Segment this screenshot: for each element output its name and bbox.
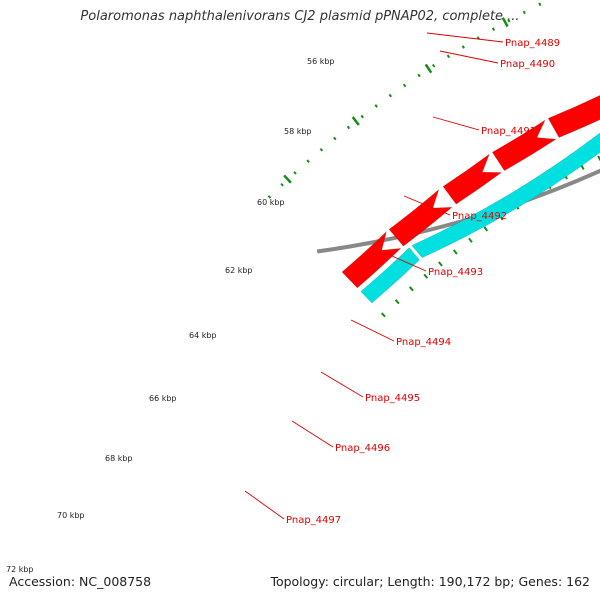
scale-dot (431, 63, 436, 68)
gene-leader-line (291, 420, 334, 448)
scale-dot (417, 73, 421, 78)
kbp-tick-label: 66 kbp (149, 394, 177, 403)
cds-forward-block (442, 153, 503, 205)
accession-label: Accession: (9, 574, 76, 589)
genes-value: 162 (566, 574, 590, 589)
gene-label-pnap-4497[interactable]: Pnap_4497 (286, 515, 341, 526)
cds-forward-block (547, 94, 600, 138)
kbp-tick-mark (501, 17, 509, 28)
kbp-tick-label: 72 kbp (6, 565, 34, 574)
kbp-tick-mark (283, 174, 292, 184)
kbp-tick-mark (424, 63, 433, 74)
scale-dot (402, 83, 407, 88)
gene-label-pnap-4490[interactable]: Pnap_4490 (500, 59, 555, 70)
inner-scale-dot (423, 273, 429, 279)
scale-dot (388, 93, 393, 98)
kbp-tick-label: 62 kbp (225, 266, 253, 275)
gene-leader-line (320, 371, 364, 398)
kbp-tick-mark (351, 116, 360, 126)
scale-dot (360, 114, 364, 119)
gene-leader-line (426, 32, 504, 43)
leader-layer (244, 32, 504, 520)
cds-forward-block (491, 119, 557, 172)
gene-leader-line (439, 50, 499, 64)
accession-info: Accession: NC_008758 (9, 574, 151, 589)
gene-label-pnap-4489[interactable]: Pnap_4489 (505, 38, 560, 49)
gene-label-pnap-4492[interactable]: Pnap_4492 (452, 211, 507, 222)
scale-dot (293, 171, 297, 175)
scale-dot (333, 136, 337, 141)
kbp-tick-label: 60 kbp (257, 198, 285, 207)
cds-forward-block (388, 188, 453, 247)
scale-dot (306, 159, 310, 164)
inner-scale-dot (408, 286, 414, 292)
scale-dot (507, 18, 511, 23)
topology-value: circular (332, 574, 380, 589)
gene-label-pnap-4491[interactable]: Pnap_4491 (481, 126, 536, 137)
length-label: Length: (387, 574, 435, 589)
feature-layer (341, 94, 600, 304)
scale-dot (319, 147, 324, 152)
scale-dot (446, 54, 451, 59)
scale-dot (461, 45, 465, 49)
kbp-tick-label: 70 kbp (57, 511, 85, 520)
inner-scale-dot (597, 155, 600, 161)
kbp-tick-label: 68 kbp (105, 454, 133, 463)
scale-dot (280, 182, 284, 187)
scale-dot (538, 2, 542, 7)
gene-leader-line (403, 195, 451, 216)
inner-scale-dot (394, 299, 400, 305)
gene-leader-line (244, 490, 285, 520)
kbp-tick-label: 56 kbp (307, 57, 335, 66)
topology-info: Topology: circular; Length: 190,172 bp; … (270, 574, 590, 589)
kbp-tick-label: 64 kbp (189, 331, 217, 340)
cds-forward-block (341, 230, 402, 289)
gene-leader-line (350, 319, 395, 342)
topology-label: Topology: (270, 574, 329, 589)
cds-highlight-block (411, 132, 600, 259)
gene-leader-line (432, 116, 480, 131)
length-value: 190,172 bp (438, 574, 511, 589)
genes-label: Genes: (518, 574, 563, 589)
inner-scale-dot (468, 237, 473, 243)
gene-label-pnap-4494[interactable]: Pnap_4494 (396, 337, 451, 348)
scale-dot (522, 10, 526, 15)
inner-scale-dot (380, 312, 386, 318)
accession-value: NC_008758 (79, 574, 152, 589)
inner-scale-dot (452, 249, 458, 255)
scale-dot (346, 125, 351, 130)
gene-leader-line (382, 251, 427, 272)
scale-dot (267, 195, 272, 199)
inner-scale-dot (438, 261, 443, 267)
map-title: Polaromonas naphthalenivorans CJ2 plasmi… (80, 9, 520, 24)
gene-label-pnap-4493[interactable]: Pnap_4493 (428, 267, 483, 278)
scale-dot (374, 104, 378, 108)
inner-scale-dot (580, 164, 585, 170)
kbp-tick-label: 58 kbp (284, 127, 312, 136)
gene-label-pnap-4495[interactable]: Pnap_4495 (365, 393, 420, 404)
gene-label-pnap-4496[interactable]: Pnap_4496 (335, 443, 390, 454)
scale-dot (491, 27, 496, 32)
inner-scale-dot (483, 226, 489, 232)
